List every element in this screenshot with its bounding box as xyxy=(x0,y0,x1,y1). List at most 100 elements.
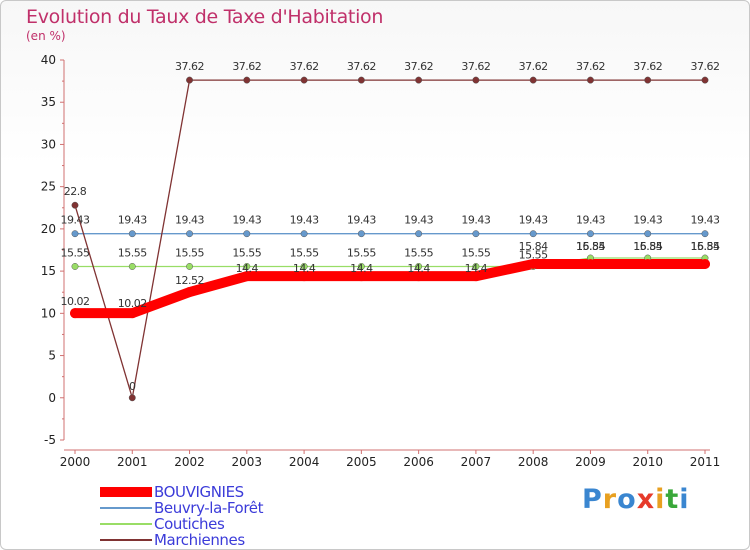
series-lines xyxy=(70,79,710,399)
data-point xyxy=(128,230,136,238)
x-tick-label: 2003 xyxy=(232,455,263,469)
legend-swatch xyxy=(100,507,152,509)
data-point xyxy=(415,76,423,84)
data-label: 37.62 xyxy=(175,60,204,73)
x-tick-label: 2004 xyxy=(289,455,320,469)
data-label: 15.55 xyxy=(461,246,490,259)
data-point xyxy=(70,308,80,319)
y-tick-label: 10 xyxy=(41,306,56,320)
data-point xyxy=(472,263,480,270)
data-point xyxy=(701,76,709,84)
legend-label: Coutiches xyxy=(154,515,225,533)
y-tick-label: 0 xyxy=(48,391,56,405)
x-tick-label: 2000 xyxy=(60,455,91,469)
axes: -5 0 5 10 15 20 25 30 35 40 2000 2001 2002 2003 2004 20… xyxy=(41,53,721,469)
data-label: 16.55 xyxy=(691,240,720,253)
data-label: 16.55 xyxy=(633,240,662,253)
data-point xyxy=(415,263,423,270)
logo-letter: i xyxy=(679,484,690,515)
data-point xyxy=(415,230,423,238)
data-point xyxy=(587,230,594,238)
data-point xyxy=(243,230,251,238)
data-point xyxy=(127,308,138,319)
data-label: 15.55 xyxy=(519,248,548,261)
data-label: 37.62 xyxy=(404,60,433,73)
data-label: 37.62 xyxy=(633,60,662,73)
x-tick-label: 2008 xyxy=(518,455,549,469)
data-labels: 10.02 10.02 12.52 14.4 14.4 14.4 14.4 14.4 15.84… xyxy=(61,60,721,393)
data-label: 19.43 xyxy=(347,214,376,227)
y-tick-label: 15 xyxy=(41,264,56,278)
series-line xyxy=(70,259,710,319)
data-point xyxy=(644,76,652,84)
data-point xyxy=(357,230,365,238)
data-point xyxy=(243,263,251,270)
data-label: 19.43 xyxy=(633,214,662,227)
data-label: 15.55 xyxy=(347,246,376,259)
x-tick-label: 2005 xyxy=(346,455,377,469)
data-label: 19.43 xyxy=(576,214,605,227)
data-point xyxy=(585,259,596,270)
data-label: 37.62 xyxy=(576,60,605,73)
data-point xyxy=(357,263,365,270)
data-label: 19.43 xyxy=(175,214,204,227)
data-point xyxy=(357,76,365,84)
data-label: 37.62 xyxy=(290,60,319,73)
data-label: 37.62 xyxy=(691,60,720,73)
data-label: 14.4 xyxy=(350,262,373,275)
data-point xyxy=(128,394,136,402)
data-point xyxy=(186,263,193,270)
proxiti-logo: Proxiti xyxy=(582,484,690,515)
data-point xyxy=(186,76,193,84)
data-point xyxy=(413,271,424,282)
data-point xyxy=(472,230,480,238)
data-label: 15.84 xyxy=(633,240,662,253)
data-label: 37.62 xyxy=(347,60,376,73)
x-tick-label: 2009 xyxy=(575,455,606,469)
data-label: 15.84 xyxy=(691,240,720,253)
data-label: 37.62 xyxy=(232,60,261,73)
y-axis-unit: (en %) xyxy=(26,29,66,43)
series-line xyxy=(74,257,706,268)
logo-letter: i xyxy=(655,484,666,515)
data-label: 19.43 xyxy=(290,214,319,227)
legend-label: BOUVIGNIES xyxy=(154,483,244,501)
data-point xyxy=(71,230,79,238)
data-point xyxy=(528,259,539,270)
data-point xyxy=(241,271,252,282)
data-label: 15.55 xyxy=(61,246,90,259)
data-label: 15.84 xyxy=(519,240,548,253)
data-label: 19.43 xyxy=(519,214,548,227)
logo-letter: r xyxy=(602,484,618,515)
legend-swatch xyxy=(100,523,152,525)
data-label: 15.55 xyxy=(118,246,147,259)
data-point xyxy=(186,230,193,238)
data-label: 15.55 xyxy=(175,246,204,259)
data-point xyxy=(529,76,537,84)
data-label: 14.4 xyxy=(465,262,488,275)
y-tick-label: 5 xyxy=(48,349,56,363)
y-tick-label: 25 xyxy=(41,180,56,194)
data-label: 19.43 xyxy=(461,214,490,227)
data-label: 15.55 xyxy=(404,246,433,259)
legend-label: Beuvry-la-Forêt xyxy=(154,499,264,517)
legend-swatch xyxy=(100,539,152,541)
data-label: 19.43 xyxy=(61,214,90,227)
data-point xyxy=(71,201,79,209)
data-point xyxy=(184,287,195,298)
data-point xyxy=(470,271,481,282)
data-label: 12.52 xyxy=(175,274,204,287)
data-label: 22.8 xyxy=(64,185,87,198)
logo-letter: o xyxy=(617,484,637,515)
series-points xyxy=(70,76,710,402)
x-tick-label: 2010 xyxy=(632,455,663,469)
x-tick-label: 2007 xyxy=(461,455,492,469)
data-label: 14.4 xyxy=(407,262,430,275)
data-point xyxy=(299,271,310,282)
legend-label: Marchiennes xyxy=(154,531,245,549)
y-tick-label: 20 xyxy=(41,222,56,236)
data-point xyxy=(71,263,79,270)
data-label: 10.02 xyxy=(61,295,90,308)
data-label: 0 xyxy=(129,380,136,393)
data-label: 10.02 xyxy=(118,297,147,310)
